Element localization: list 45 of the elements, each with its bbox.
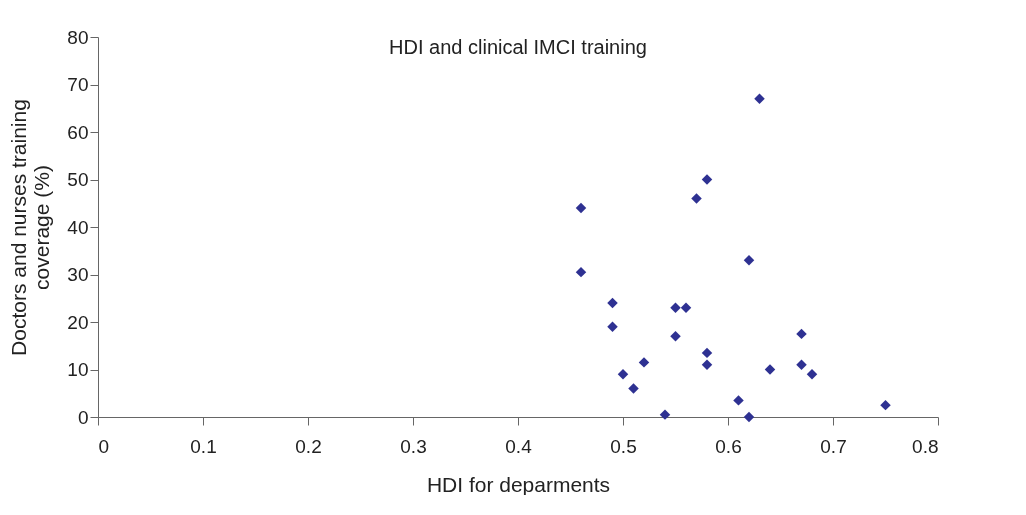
x-tick-label: 0.8	[912, 435, 939, 457]
point	[670, 302, 681, 313]
point	[575, 266, 587, 278]
y-tick-label: 40	[67, 216, 89, 238]
point	[575, 202, 587, 214]
point	[670, 331, 681, 342]
point	[806, 369, 818, 380]
x-tick-label: 0.6	[715, 435, 742, 457]
point	[691, 193, 702, 204]
x-tick-label: 0.4	[505, 435, 533, 457]
chart-title: HDI and clinical IMCI training	[389, 36, 647, 58]
point	[701, 347, 713, 359]
y-tick-label: 10	[67, 359, 89, 380]
x-tick-label: 0.5	[610, 435, 637, 457]
point	[617, 369, 629, 380]
x-axis-title: HDI for deparments	[426, 472, 611, 496]
y-tick-label: 0	[77, 406, 89, 428]
x-tick-label: 0.2	[295, 435, 322, 457]
point	[638, 357, 650, 368]
x-tick-label: 0.7	[820, 435, 847, 457]
point	[680, 302, 692, 313]
point	[701, 174, 713, 185]
point	[743, 255, 755, 266]
point	[880, 399, 891, 411]
point	[659, 409, 671, 420]
y-axis-title: Doctors and nurses training coverage (%)	[7, 99, 54, 356]
y-tick-label: 30	[67, 264, 89, 285]
point	[701, 359, 713, 370]
point	[607, 321, 618, 332]
y-tick-label: 60	[67, 121, 89, 143]
x-tick-label: 0.3	[400, 435, 427, 457]
x-tick-label: 0.1	[190, 435, 217, 457]
point	[743, 411, 755, 423]
y-tick-label: 70	[67, 74, 89, 95]
point	[754, 93, 765, 104]
point	[796, 328, 807, 340]
x-tick-label: 0	[98, 435, 110, 457]
y-tick-label: 50	[67, 169, 89, 190]
point	[796, 359, 807, 370]
y-tick-label: 20	[67, 311, 89, 333]
point	[628, 383, 639, 394]
point	[733, 395, 744, 406]
point	[607, 297, 618, 309]
point	[764, 364, 776, 375]
y-tick-label: 80	[67, 26, 89, 48]
